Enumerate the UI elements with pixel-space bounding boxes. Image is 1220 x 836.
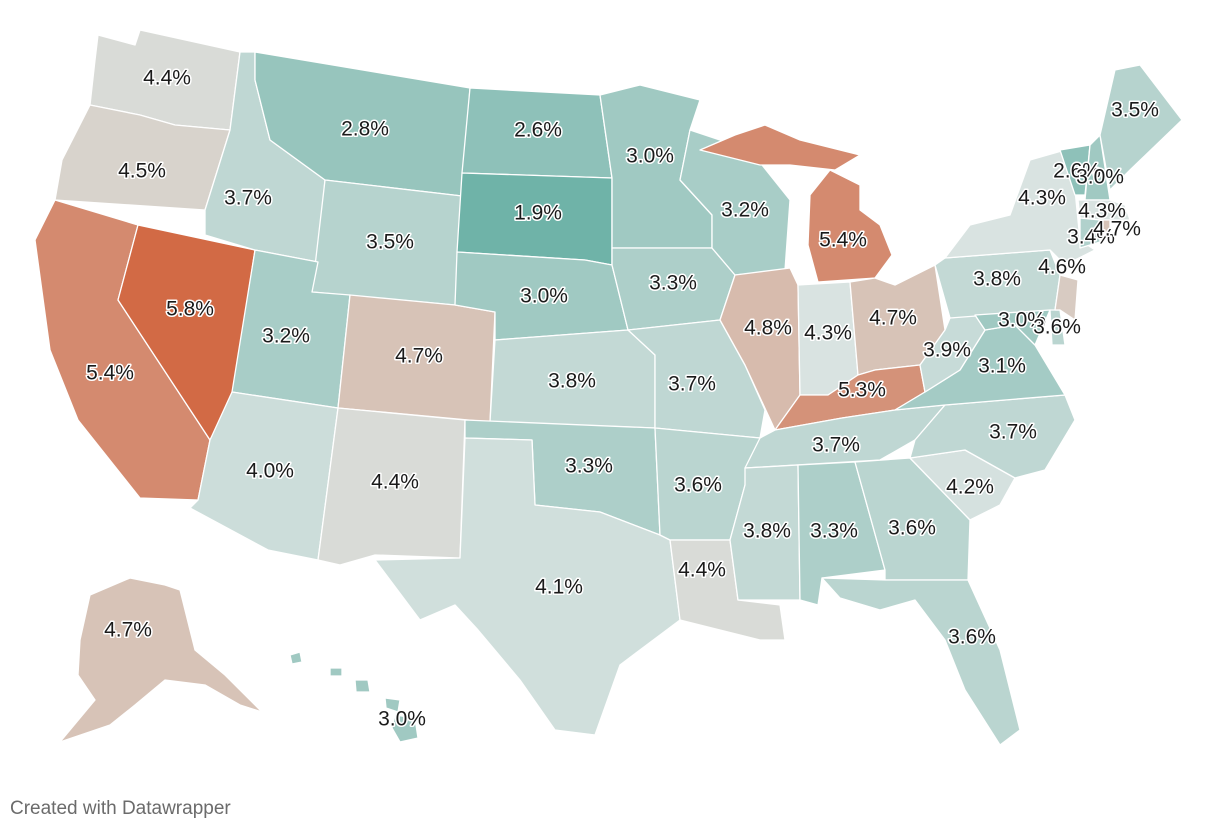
state-north-carolina[interactable] (909, 394, 1076, 479)
label-vermont: 2.6% (1053, 160, 1101, 183)
label-nebraska: 3.0% (520, 285, 568, 308)
label-arizona: 4.0% (246, 460, 294, 483)
state-new-jersey[interactable] (1054, 274, 1079, 321)
state-texas[interactable] (374, 437, 681, 736)
label-wisconsin: 3.2% (721, 199, 769, 222)
label-idaho: 3.7% (224, 187, 272, 210)
label-georgia: 3.6% (888, 517, 936, 540)
label-pennsylvania: 3.8% (973, 268, 1021, 291)
state-hawaii-islands[interactable] (289, 651, 401, 713)
us-states-choropleth-map: 4.4% 4.5% 5.4% 5.8% 3.7% 2.8% 3.5% 3.2% … (34, 29, 1183, 746)
label-colorado: 4.7% (395, 345, 443, 368)
label-tennessee: 3.7% (812, 434, 860, 457)
label-florida: 3.6% (948, 626, 996, 649)
label-michigan: 5.4% (819, 229, 867, 252)
label-kentucky: 5.3% (838, 379, 886, 402)
label-utah: 3.2% (262, 325, 310, 348)
label-new-hampshire: 3.0% (1076, 166, 1124, 189)
label-hawaii: 3.0% (378, 708, 426, 731)
label-south-dakota: 1.9% (514, 202, 562, 225)
state-michigan-upper[interactable] (699, 124, 861, 171)
label-alaska: 4.7% (104, 619, 152, 642)
state-rhode-island[interactable] (1099, 219, 1111, 241)
label-illinois: 4.8% (744, 317, 792, 340)
label-north-carolina: 3.7% (989, 421, 1037, 444)
state-alaska[interactable] (59, 577, 263, 743)
label-maine: 3.5% (1111, 99, 1159, 122)
label-arkansas: 3.6% (674, 474, 722, 497)
label-texas: 4.1% (535, 576, 583, 599)
label-kansas: 3.8% (548, 370, 596, 393)
label-connecticut: 3.4% (1067, 226, 1115, 249)
state-colorado[interactable] (337, 294, 496, 423)
state-hawaii[interactable] (391, 714, 419, 743)
label-washington: 4.4% (143, 67, 191, 90)
label-ohio: 4.7% (869, 307, 917, 330)
state-connecticut[interactable] (1079, 217, 1101, 249)
label-wyoming: 3.5% (366, 231, 414, 254)
label-maryland: 3.0% (998, 309, 1046, 332)
label-iowa: 3.3% (649, 272, 697, 295)
label-nevada: 5.8% (166, 298, 214, 321)
label-massachusetts: 4.3% (1078, 200, 1126, 223)
label-missouri: 3.7% (668, 373, 716, 396)
label-new-jersey: 4.6% (1038, 256, 1086, 279)
label-new-york: 4.3% (1018, 187, 1066, 210)
label-oklahoma: 3.3% (565, 455, 613, 478)
state-michigan-lower[interactable] (807, 169, 893, 283)
state-florida[interactable] (821, 577, 1021, 746)
label-west-virginia: 3.9% (923, 339, 971, 362)
label-delaware: 3.6% (1033, 316, 1081, 339)
label-louisiana: 4.4% (678, 559, 726, 582)
label-virginia: 3.1% (978, 355, 1026, 378)
value-labels: 4.4% 4.5% 5.4% 5.8% 3.7% 2.8% 3.5% 3.2% … (85, 65, 1161, 732)
label-rhode-island: 4.7% (1093, 218, 1141, 241)
state-maryland[interactable] (974, 309, 1051, 346)
label-minnesota: 3.0% (626, 145, 674, 168)
label-indiana: 4.3% (804, 322, 852, 345)
state-maine[interactable] (1099, 64, 1183, 191)
label-new-mexico: 4.4% (371, 471, 419, 494)
label-north-dakota: 2.6% (514, 119, 562, 142)
label-mississippi: 3.8% (743, 520, 791, 543)
label-montana: 2.8% (341, 118, 389, 141)
label-alabama: 3.3% (810, 520, 858, 543)
label-california: 5.4% (86, 362, 134, 385)
label-south-carolina: 4.2% (946, 476, 994, 499)
datawrapper-credit[interactable]: Created with Datawrapper (10, 798, 231, 819)
label-oregon: 4.5% (118, 160, 166, 183)
